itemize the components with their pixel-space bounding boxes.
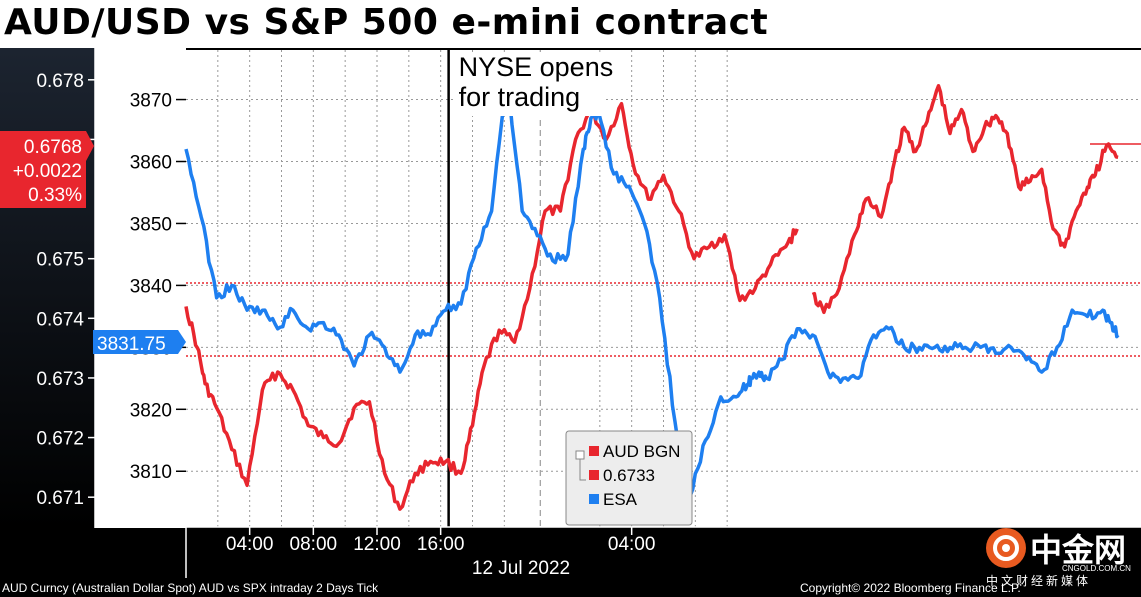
left-tick-label: 0.674 xyxy=(36,309,84,330)
legend-aud-label: AUD BGN xyxy=(603,442,680,461)
right-tick-label: 3840 xyxy=(130,276,172,297)
legend-esa-label: ESA xyxy=(603,490,638,509)
esa-price-tag xyxy=(93,330,186,354)
right-tick-label: 3870 xyxy=(130,91,172,112)
x-tick-label: 04:00 xyxy=(226,534,274,555)
esa-price-label: 3831.75 xyxy=(97,334,166,355)
x-tick-label: 08:00 xyxy=(290,534,338,555)
series-line-aud xyxy=(811,84,1119,315)
series-line-aud xyxy=(184,101,799,511)
legend-aud-value-label: 0.6733 xyxy=(603,466,655,485)
x-tick-label: 04:00 xyxy=(608,534,656,555)
left-axis-panel xyxy=(0,48,95,528)
legend-esa-swatch xyxy=(589,494,599,504)
x-date-label: 12 Jul 2022 xyxy=(472,558,570,579)
series-line-esa xyxy=(184,73,1120,498)
right-tick-label: 3820 xyxy=(130,400,172,421)
legend-tree-line xyxy=(579,456,586,481)
nyse-annotation: for trading xyxy=(459,82,581,112)
chart: 0.6780.6770.6750.6740.6730.6720.67138703… xyxy=(0,48,1141,581)
chart-title: AUD/USD vs S&P 500 e-mini contract xyxy=(4,2,769,43)
watermark-logo-icon xyxy=(986,528,1026,568)
left-tick-label: 0.675 xyxy=(36,250,84,271)
left-tick-label: 0.673 xyxy=(36,369,84,390)
x-tick-label: 12:00 xyxy=(353,534,401,555)
left-tick-label: 0.671 xyxy=(36,488,84,509)
aud-change-label: +0.0022 xyxy=(13,161,82,182)
legend-collapse-icon xyxy=(575,450,585,460)
legend: AUD BGN 0.6733 ESA xyxy=(565,430,693,526)
footer-source: AUD Curncy (Australian Dollar Spot) AUD … xyxy=(2,581,379,595)
footer-copyright: Copyright© 2022 Bloomberg Finance L.P. xyxy=(800,581,1021,595)
aud-price-tag xyxy=(0,131,94,208)
value-axis-strip xyxy=(95,48,186,528)
watermark-name: 中金网 xyxy=(1030,531,1127,569)
legend-aud-value-swatch xyxy=(589,470,599,480)
left-tick-label: 0.678 xyxy=(36,71,84,92)
annotation-bg xyxy=(454,52,605,116)
right-tick-label: 3850 xyxy=(130,214,172,235)
aud-price-label: 0.6768 xyxy=(24,137,82,158)
watermark-url: CNGOLD.COM.CN xyxy=(1062,564,1131,573)
right-tick-label: 3860 xyxy=(130,153,172,174)
nyse-annotation: NYSE opens xyxy=(459,52,614,82)
watermark-subtitle: 中文财经新媒体 xyxy=(986,574,1092,588)
right-tick-label: 3810 xyxy=(130,462,172,483)
legend-aud-swatch xyxy=(589,446,599,456)
x-tick-label: 16:00 xyxy=(417,534,465,555)
title-bar: AUD/USD vs S&P 500 e-mini contract xyxy=(0,0,1141,48)
aud-pct-label: 0.33% xyxy=(28,185,82,206)
left-tick-label: 0.672 xyxy=(36,429,84,450)
